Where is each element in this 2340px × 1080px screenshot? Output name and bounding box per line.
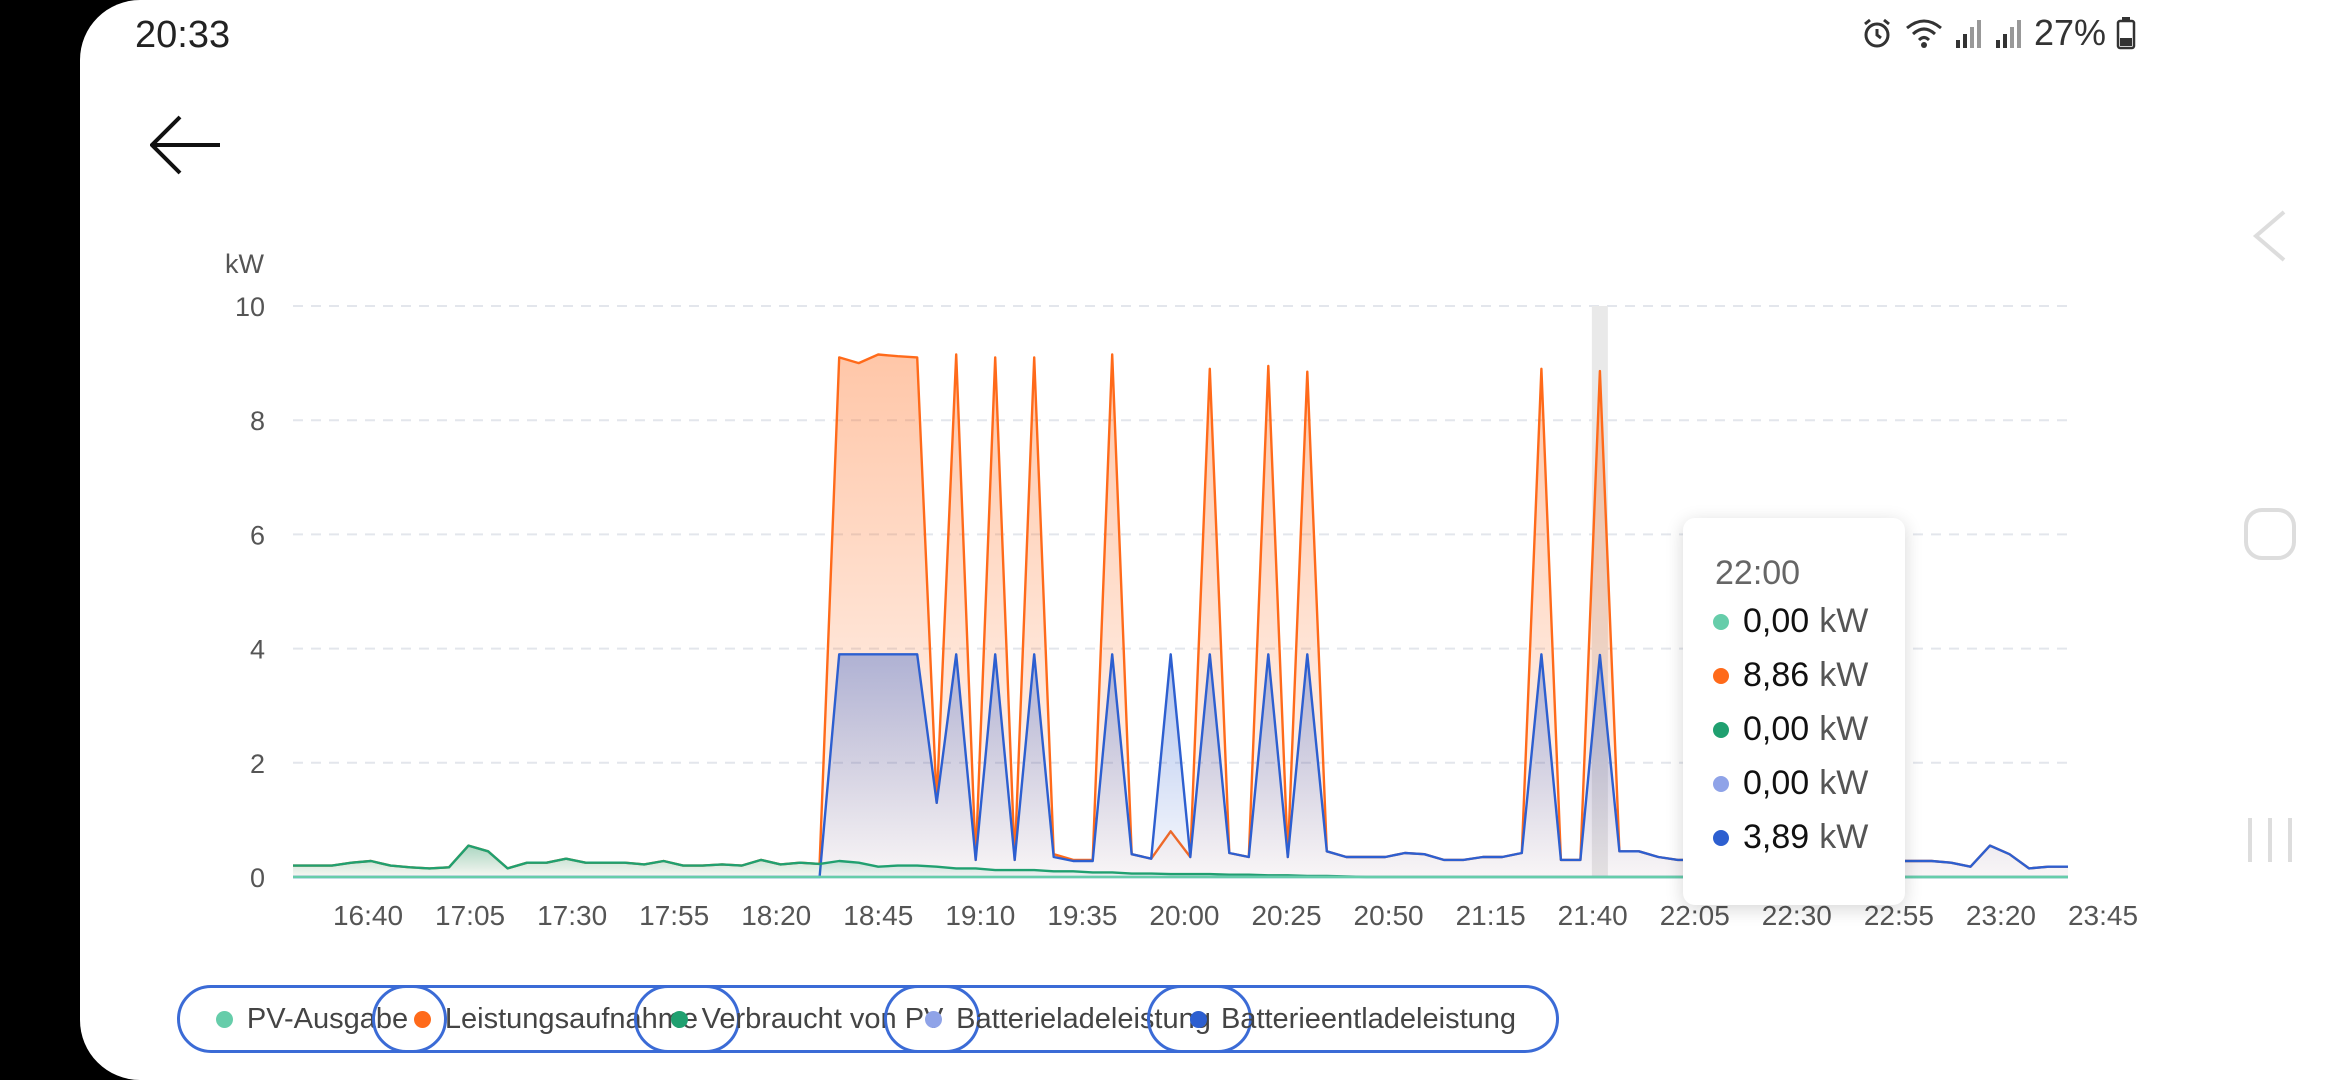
wifi-icon [1906, 19, 1942, 48]
x-tick-label: 16:40 [333, 900, 403, 931]
tooltip-row: 3,89 kW [1713, 818, 1868, 857]
legend-dot [1189, 1010, 1207, 1028]
x-tick-label: 17:05 [435, 900, 505, 931]
signal-icon-2 [1996, 20, 2021, 48]
x-tick-label: 20:25 [1251, 900, 1321, 931]
y-tick-label: 4 [250, 635, 265, 665]
legend-dot [925, 1010, 943, 1028]
x-tick-label: 23:45 [2068, 900, 2138, 931]
tooltip-row: 0,00 kW [1713, 764, 1868, 803]
x-tick-label: 17:55 [639, 900, 709, 931]
tooltip-unit: kW [1819, 764, 1869, 802]
series-area-3 [293, 845, 2068, 877]
x-tick-label: 21:15 [1456, 900, 1526, 931]
tooltip-value: 0,00 [1743, 602, 1810, 640]
x-tick-label: 18:20 [741, 900, 811, 931]
chart-legend: PV-Ausgabe Leistungsaufnahme Verbraucht vo… [177, 985, 2277, 1059]
nav-back-icon[interactable] [2248, 208, 2292, 264]
legend-dot [215, 1010, 233, 1028]
x-tick-label: 19:10 [945, 900, 1015, 931]
x-tick-label: 22:05 [1660, 900, 1730, 931]
status-time: 20:33 [135, 14, 231, 56]
x-tick-label: 22:30 [1762, 900, 1832, 931]
tooltip-value: 3,89 [1743, 818, 1810, 856]
tooltip-row: 0,00 kW [1713, 710, 1868, 749]
status-icons: 27% [1860, 12, 2136, 54]
y-tick-label: 8 [250, 406, 265, 436]
nav-home-icon[interactable] [2242, 506, 2298, 562]
tooltip-unit: kW [1819, 602, 1869, 640]
x-tick-label: 21:40 [1558, 900, 1628, 931]
signal-icon [1956, 20, 1981, 48]
x-tick-label: 20:50 [1354, 900, 1424, 931]
tooltip-unit: kW [1819, 710, 1869, 748]
tooltip-dot [1713, 721, 1729, 738]
y-tick-label: 6 [250, 520, 265, 550]
x-tick-label: 20:00 [1149, 900, 1219, 931]
y-axis-unit: kW [225, 249, 265, 279]
x-tick-label: 17:30 [537, 900, 607, 931]
x-tick-label: 19:35 [1047, 900, 1117, 931]
tooltip-dot [1713, 829, 1729, 846]
tooltip-dot [1713, 667, 1729, 684]
back-arrow-icon [149, 115, 220, 175]
legend-item-batterieentladeleistung[interactable]: Batterieentladeleistung [1147, 985, 1559, 1053]
app-screen: 20:33 27% kW 0 2 4 6 8 10 16:40 17:05 17:30 17:55 1… [80, 0, 2340, 1080]
tooltip-time: 22:00 [1715, 554, 1801, 592]
tooltip-unit: kW [1819, 818, 1869, 856]
legend-dot [670, 1010, 688, 1028]
alarm-icon [1864, 18, 1890, 48]
legend-dot [413, 1010, 431, 1028]
y-tick-label: 2 [250, 749, 265, 779]
tooltip-dot [1713, 613, 1729, 630]
tooltip-unit: kW [1819, 656, 1869, 694]
x-tick-label: 18:45 [843, 900, 913, 931]
back-button[interactable] [149, 110, 240, 180]
tooltip-row: 8,86 kW [1713, 656, 1868, 695]
tooltip-row: 0,00 kW [1713, 602, 1868, 641]
battery-percent: 27% [2034, 12, 2107, 53]
tooltip-dot [1713, 775, 1729, 792]
battery-icon [2116, 17, 2136, 50]
x-tick-label: 22:55 [1864, 900, 1934, 931]
y-tick-label: 0 [250, 863, 265, 893]
tooltip-value: 0,00 [1743, 764, 1810, 802]
x-tick-label: 23:20 [1966, 900, 2036, 931]
tooltip-value: 0,00 [1743, 710, 1810, 748]
power-chart: kW 0 2 4 6 8 10 16:40 17:05 17:30 17:55 18:20 18:45 1… [225, 249, 2138, 931]
nav-recents-icon[interactable] [2242, 812, 2298, 868]
tooltip-value: 8,86 [1743, 656, 1810, 694]
legend-label: Batterieentladeleistung [1220, 1002, 1517, 1035]
y-tick-label: 10 [235, 292, 265, 322]
chart-tooltip: 22:00 0,00 kW 8,86 kW 0,00 kW 0,00 kW 3,89 kW [1683, 518, 1905, 905]
